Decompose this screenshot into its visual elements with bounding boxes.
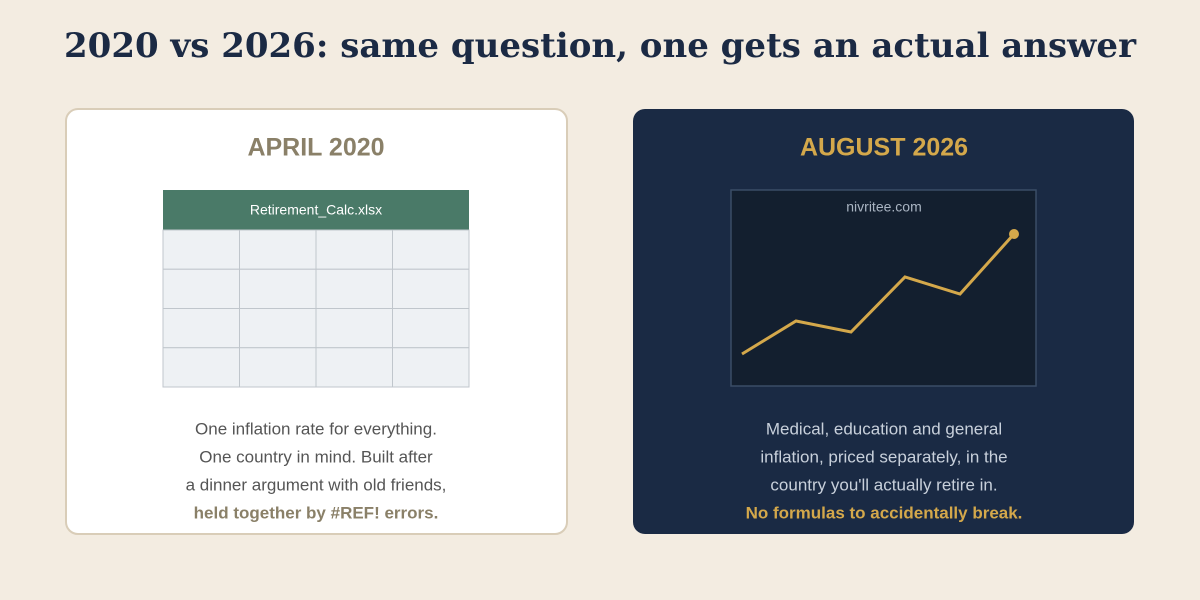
sheet-cell [162,229,240,270]
sheet-cell [162,268,240,309]
sheet-cell [239,268,317,309]
sheet-cell [392,229,470,270]
text-line: a dinner argument with old friends, [186,475,447,494]
sheet-cell [315,308,393,349]
sheet-cell [315,268,393,309]
sheet-cell [239,347,317,388]
left-card: APRIL 2020 Retirement_Calc.xlsx One infl… [65,108,568,535]
title: 2020 vs 2026: same question, one gets an… [64,26,1137,66]
sheet-cell [162,347,240,388]
text-line: One country in mind. Built after [199,447,433,466]
sheet-cell [392,308,470,349]
site-name: nivritee.com [846,199,921,215]
text-line: One inflation rate for everything. [195,419,437,438]
heading: AUGUST 2026 [800,134,968,162]
emphasis: held together by #REF! errors. [194,503,439,522]
text-line: country you'll actually retire in. [770,475,997,494]
sheet-cell [239,229,317,270]
text-line: Medical, education and general [766,419,1002,438]
sheet-cell [315,347,393,388]
sheet-cell [239,308,317,349]
trend-line [741,232,1016,356]
sheet-cell [162,308,240,349]
heading: APRIL 2020 [247,134,384,162]
sheet-cell [392,347,470,388]
file-name: Retirement_Calc.xlsx [250,202,382,218]
trend-end [1009,229,1019,239]
sheet-cell [315,229,393,270]
sheet-cell [392,268,470,309]
sheet-header [163,190,469,230]
right-card: AUGUST 2026 nivritee.com Medical, educat… [633,109,1134,534]
text-line: inflation, priced separately, in the [760,447,1007,466]
screen [730,189,1037,387]
emphasis: No formulas to accidentally break. [746,503,1023,522]
sheet-grid [162,229,470,388]
